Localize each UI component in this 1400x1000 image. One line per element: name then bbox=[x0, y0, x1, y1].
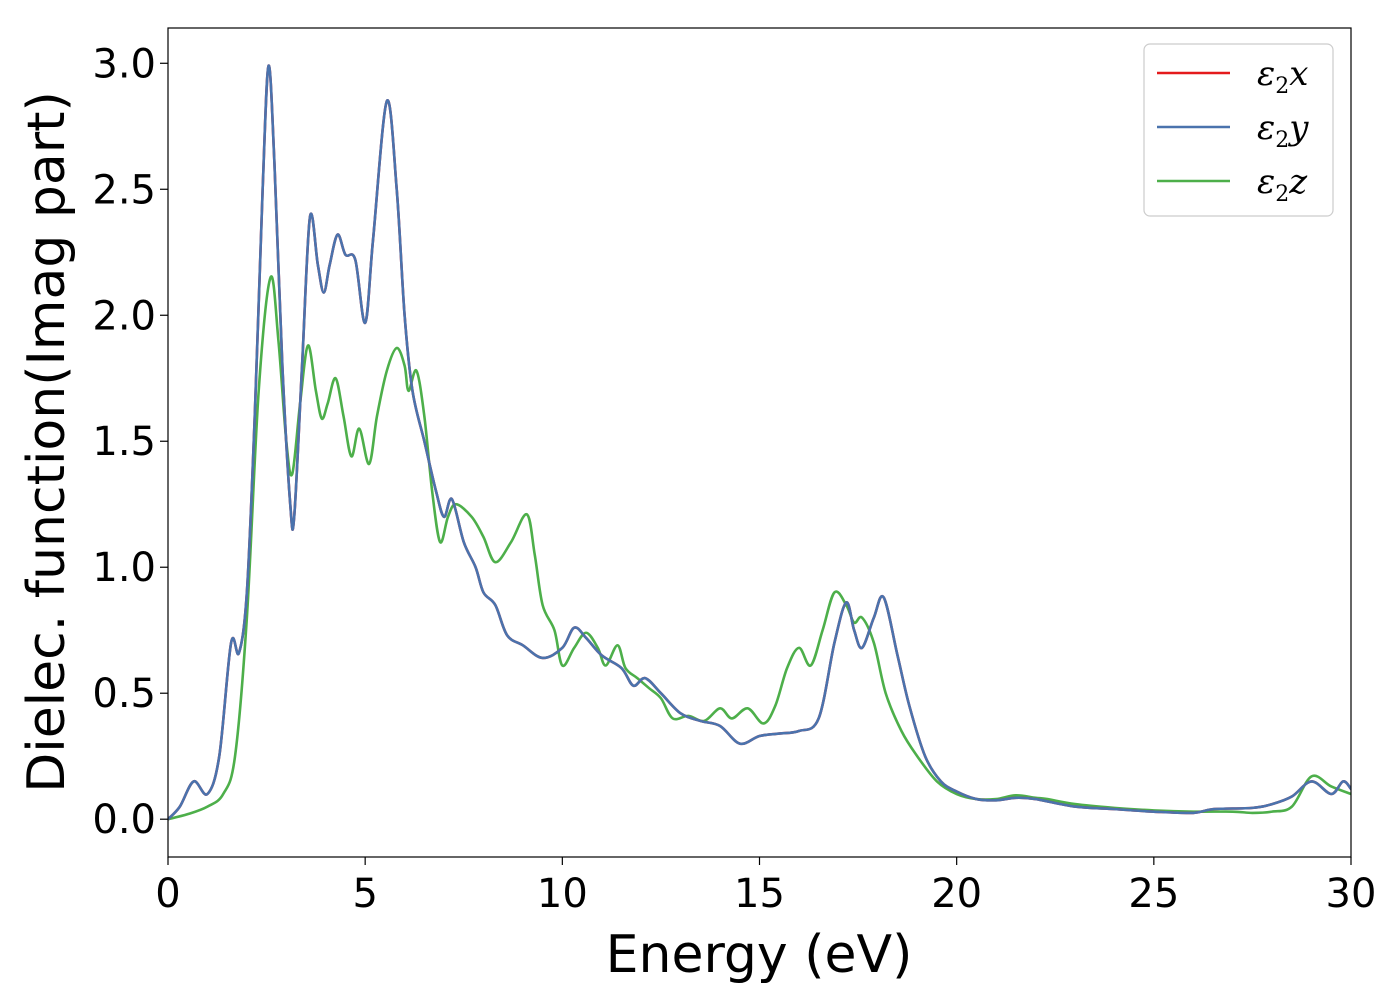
x-tick-label: 10 bbox=[537, 871, 588, 917]
y-tick-label: 0.0 bbox=[92, 797, 156, 843]
series-line-y bbox=[168, 64, 1351, 821]
y-tick-label: 3.0 bbox=[92, 41, 156, 87]
series-layer bbox=[168, 64, 1351, 821]
legend-label-y: ε2y bbox=[1257, 108, 1309, 153]
y-tick-label: 1.5 bbox=[92, 419, 156, 465]
series-line-z bbox=[168, 275, 1351, 821]
y-axis: 0.0 0.5 1.0 1.5 2.0 2.5 3.0 bbox=[92, 41, 168, 843]
x-axis: 0 5 10 15 20 25 30 bbox=[155, 857, 1376, 917]
y-tick-label: 1.0 bbox=[92, 545, 156, 591]
y-tick-label: 0.5 bbox=[92, 671, 156, 717]
legend-label-z: ε2z bbox=[1257, 162, 1308, 207]
y-tick-label: 2.5 bbox=[92, 167, 156, 213]
legend-label-x: ε2x bbox=[1257, 54, 1308, 99]
legend: ε2x ε2y ε2z bbox=[1143, 43, 1334, 217]
legend-box bbox=[1143, 43, 1334, 217]
x-tick-label: 30 bbox=[1326, 871, 1377, 917]
x-tick-label: 20 bbox=[931, 871, 982, 917]
x-tick-label: 0 bbox=[155, 871, 180, 917]
y-tick-label: 2.0 bbox=[92, 293, 156, 339]
x-tick-label: 5 bbox=[352, 871, 377, 917]
x-axis-title: Energy (eV) bbox=[606, 925, 913, 985]
y-axis-title: Dielec. function(Imag part) bbox=[17, 91, 77, 793]
x-tick-label: 25 bbox=[1128, 871, 1179, 917]
x-tick-label: 15 bbox=[734, 871, 785, 917]
